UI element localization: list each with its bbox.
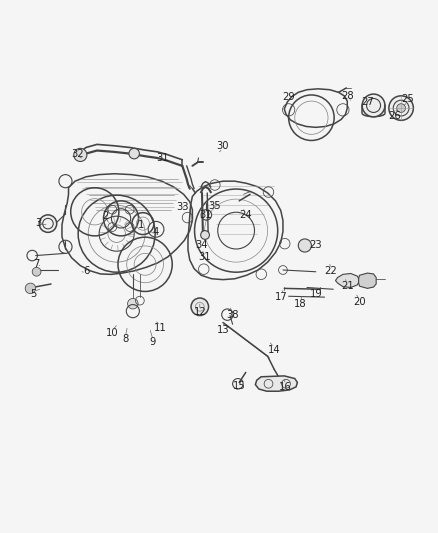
Circle shape bbox=[39, 215, 57, 232]
Circle shape bbox=[297, 239, 311, 252]
Text: 9: 9 bbox=[149, 337, 156, 347]
Text: 29: 29 bbox=[282, 92, 294, 102]
Circle shape bbox=[127, 298, 138, 309]
Circle shape bbox=[396, 104, 405, 112]
Polygon shape bbox=[335, 273, 359, 287]
Text: 4: 4 bbox=[152, 228, 159, 237]
Text: 21: 21 bbox=[340, 281, 353, 291]
Text: 32: 32 bbox=[71, 149, 83, 159]
Text: 30: 30 bbox=[216, 141, 229, 151]
Text: 11: 11 bbox=[154, 323, 166, 333]
Text: 7: 7 bbox=[33, 260, 40, 269]
Text: 18: 18 bbox=[293, 298, 306, 309]
Text: 27: 27 bbox=[360, 98, 373, 107]
Text: 8: 8 bbox=[122, 334, 128, 344]
Circle shape bbox=[32, 268, 41, 276]
Circle shape bbox=[191, 298, 208, 316]
Text: 14: 14 bbox=[267, 345, 280, 354]
Text: 15: 15 bbox=[232, 381, 245, 391]
Text: 22: 22 bbox=[324, 266, 337, 276]
Text: 19: 19 bbox=[309, 289, 321, 298]
Polygon shape bbox=[255, 376, 297, 391]
Text: 2: 2 bbox=[102, 211, 109, 221]
Text: 31: 31 bbox=[199, 210, 211, 220]
Text: 25: 25 bbox=[400, 94, 413, 104]
Circle shape bbox=[74, 148, 87, 161]
Text: 17: 17 bbox=[274, 292, 286, 302]
Text: 31: 31 bbox=[198, 252, 210, 262]
Text: 10: 10 bbox=[106, 328, 118, 338]
Text: 3: 3 bbox=[35, 218, 41, 228]
Text: 23: 23 bbox=[309, 240, 321, 251]
Text: 38: 38 bbox=[226, 310, 238, 320]
Text: 26: 26 bbox=[387, 110, 400, 120]
Circle shape bbox=[200, 231, 209, 239]
Circle shape bbox=[129, 148, 139, 159]
Text: 34: 34 bbox=[194, 240, 207, 251]
Text: 24: 24 bbox=[239, 210, 251, 220]
Text: 33: 33 bbox=[176, 203, 188, 213]
Text: 12: 12 bbox=[193, 308, 206, 318]
Text: 35: 35 bbox=[208, 201, 220, 211]
Text: 28: 28 bbox=[341, 91, 353, 101]
Circle shape bbox=[25, 283, 35, 294]
Polygon shape bbox=[358, 273, 375, 288]
Circle shape bbox=[388, 96, 413, 120]
Text: 1: 1 bbox=[137, 220, 144, 230]
Text: 13: 13 bbox=[216, 325, 229, 335]
Text: 5: 5 bbox=[30, 289, 37, 298]
Text: 20: 20 bbox=[353, 296, 365, 306]
Circle shape bbox=[361, 94, 384, 117]
Text: 16: 16 bbox=[278, 382, 291, 392]
Text: 6: 6 bbox=[83, 266, 89, 276]
Text: 31: 31 bbox=[156, 153, 169, 163]
